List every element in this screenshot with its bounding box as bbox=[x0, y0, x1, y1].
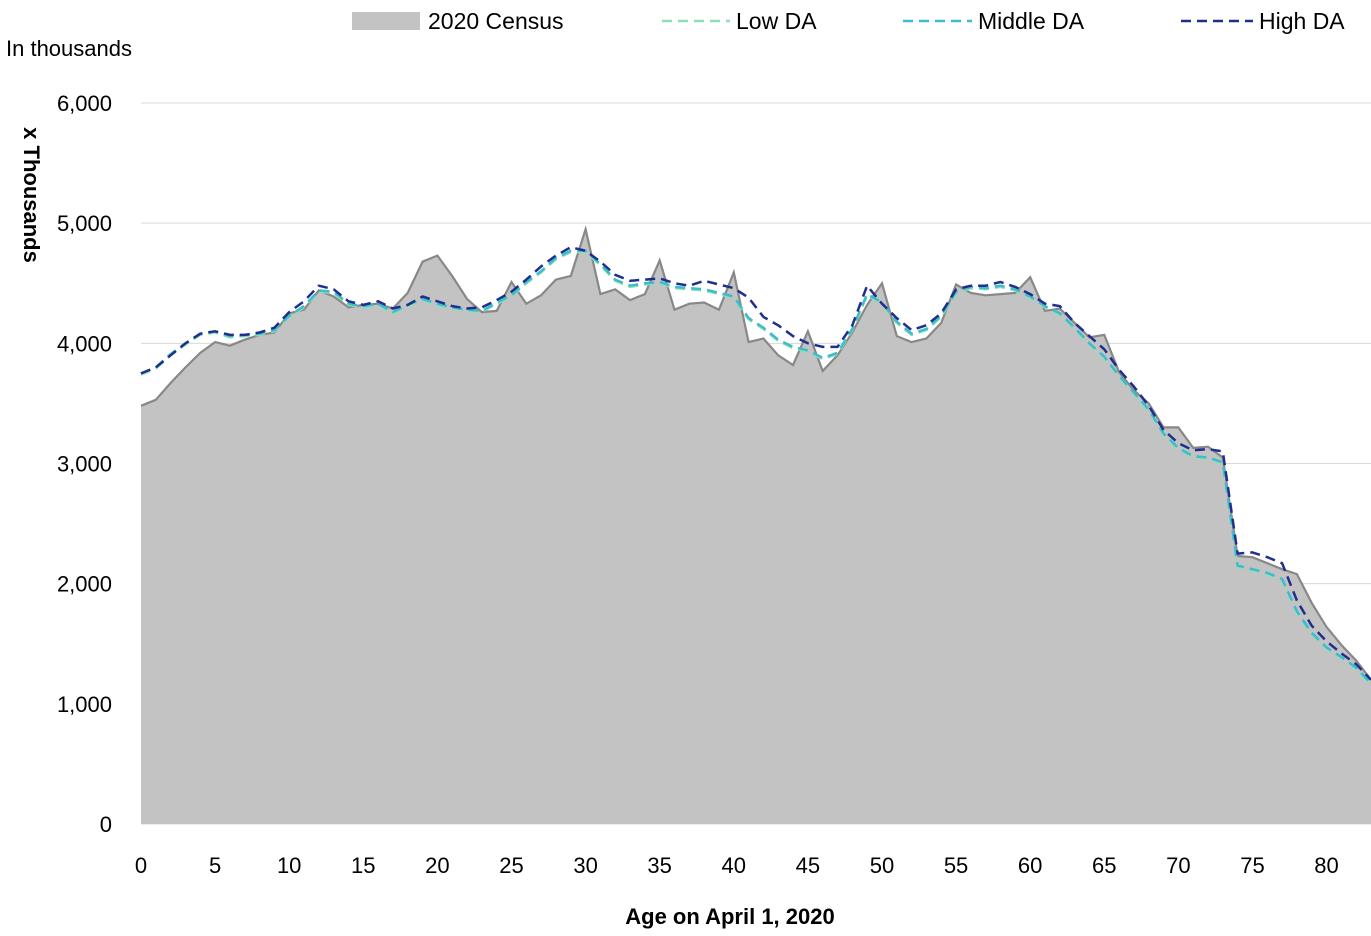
y-axis-ticks: 0 1,000 2,000 3,000 4,000 5,000 6,000 bbox=[57, 91, 112, 837]
series-outline-2020-census bbox=[140, 225, 1371, 681]
y-tick-label: 5,000 bbox=[57, 211, 112, 236]
x-tick-label: 45 bbox=[796, 853, 820, 878]
legend-label-high-da: High DA bbox=[1259, 8, 1345, 34]
x-tick-label: 20 bbox=[425, 853, 449, 878]
x-tick-label: 60 bbox=[1018, 853, 1042, 878]
legend-item-low-da: Low DA bbox=[662, 8, 817, 34]
x-axis-label: Age on April 1, 2020 bbox=[625, 904, 834, 929]
x-tick-label: 10 bbox=[277, 853, 301, 878]
y-tick-label: 6,000 bbox=[57, 91, 112, 116]
y-tick-label: 1,000 bbox=[57, 692, 112, 717]
x-axis-ticks: 0 5 10 15 20 25 30 35 40 45 50 55 60 65 70 75 80 bbox=[135, 853, 1339, 878]
x-tick-label: 5 bbox=[209, 853, 221, 878]
legend-swatch-census bbox=[352, 12, 420, 30]
y-tick-label: 4,000 bbox=[57, 331, 112, 356]
unit-note: In thousands bbox=[6, 36, 132, 61]
y-tick-label: 0 bbox=[100, 812, 112, 837]
x-tick-label: 35 bbox=[647, 853, 671, 878]
x-tick-label: 75 bbox=[1240, 853, 1264, 878]
series-line-high-da bbox=[140, 245, 1371, 681]
legend-item-middle-da: Middle DA bbox=[903, 8, 1085, 34]
y-tick-label: 3,000 bbox=[57, 452, 112, 477]
x-tick-label: 55 bbox=[944, 853, 968, 878]
legend-label-census: 2020 Census bbox=[428, 8, 564, 34]
x-tick-label: 25 bbox=[499, 853, 523, 878]
legend-label-middle-da: Middle DA bbox=[978, 8, 1085, 34]
legend-item-census: 2020 Census bbox=[352, 8, 564, 34]
x-tick-label: 50 bbox=[870, 853, 894, 878]
y-tick-label: 2,000 bbox=[57, 572, 112, 597]
x-tick-label: 65 bbox=[1092, 853, 1116, 878]
legend-item-high-da: High DA bbox=[1181, 8, 1345, 34]
x-tick-label: 40 bbox=[722, 853, 746, 878]
x-tick-label: 70 bbox=[1166, 853, 1190, 878]
plot-area bbox=[140, 225, 1371, 824]
legend-label-low-da: Low DA bbox=[736, 8, 817, 34]
x-tick-label: 30 bbox=[573, 853, 597, 878]
x-tick-label: 0 bbox=[135, 853, 147, 878]
y-axis-label: x Thousands bbox=[19, 127, 44, 263]
series-area-2020-census bbox=[141, 229, 1371, 824]
legend: 2020 Census Low DA Middle DA High DA bbox=[352, 8, 1345, 34]
x-tick-label: 15 bbox=[351, 853, 375, 878]
x-tick-label: 80 bbox=[1314, 853, 1338, 878]
